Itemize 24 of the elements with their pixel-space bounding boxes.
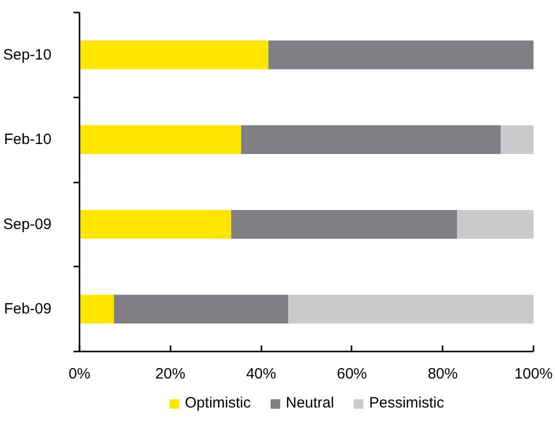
bar [80,125,242,154]
x-tick-label: 0% [68,366,90,382]
bar [80,294,114,324]
legend-label: Pessimistic [369,394,444,412]
bar [114,294,288,324]
x-tick-label: 80% [428,366,458,382]
bar [288,294,534,324]
x-tick-label: 100% [514,366,553,382]
bar [231,210,458,239]
bar [457,210,534,239]
bar [80,40,268,70]
bar [80,210,232,239]
y-tick-label: Sep-10 [3,46,52,64]
x-tick-label: 20% [155,366,186,382]
legend-label: Neutral [286,394,334,412]
y-tick-label: Feb-10 [4,131,52,148]
y-tick-label: Sep-09 [3,216,52,233]
x-tick-label: 40% [246,366,276,382]
bar [268,40,534,70]
y-tick-label: Feb-09 [4,300,52,318]
bar [500,125,534,154]
legend-label: Optimistic [184,394,251,412]
x-tick-label: 60% [336,366,367,382]
bar [241,125,501,154]
